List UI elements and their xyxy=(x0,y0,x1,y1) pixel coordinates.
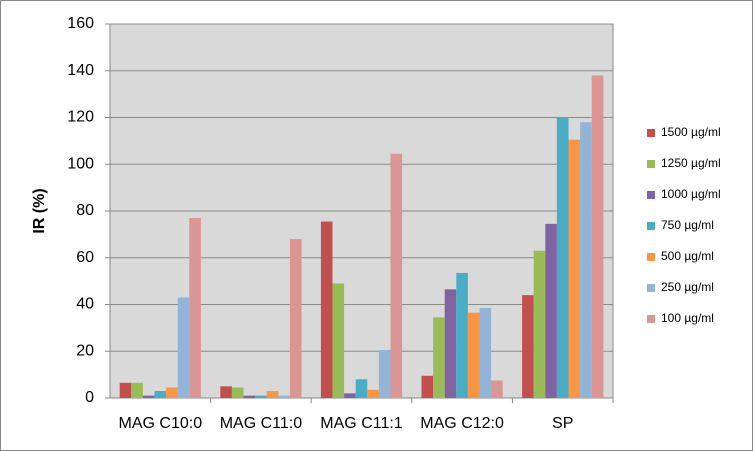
x-tick-label: MAG C10:0 xyxy=(119,415,203,432)
bar xyxy=(278,395,290,398)
bar xyxy=(545,223,557,398)
legend-swatch xyxy=(647,315,655,323)
bar xyxy=(266,390,279,398)
bar xyxy=(467,312,480,398)
bar xyxy=(444,289,457,398)
legend-swatch xyxy=(647,191,655,199)
y-tick-label: 160 xyxy=(67,15,94,32)
legend-swatch xyxy=(647,160,655,168)
legend-label: 1250 µg/ml xyxy=(661,156,721,170)
y-tick-label: 20 xyxy=(76,342,94,359)
bar xyxy=(344,393,356,398)
bar xyxy=(355,379,368,398)
bar xyxy=(421,375,434,398)
legend-swatch xyxy=(647,129,655,137)
legend-swatch xyxy=(647,284,655,292)
bar xyxy=(243,395,256,398)
bar xyxy=(320,221,333,398)
bar xyxy=(591,75,604,399)
bar xyxy=(189,218,201,398)
bar xyxy=(142,395,155,398)
x-tick-label: MAG C11:0 xyxy=(220,415,303,432)
y-tick-label: 0 xyxy=(85,389,94,406)
legend-swatch xyxy=(647,222,655,230)
bar xyxy=(332,283,345,398)
bar xyxy=(390,153,403,398)
y-tick-label: 120 xyxy=(67,109,94,126)
legend-label: 1000 µg/ml xyxy=(661,187,721,201)
bar xyxy=(177,297,190,398)
bar xyxy=(119,382,132,398)
bar xyxy=(367,389,379,398)
y-axis-label: IR (%) xyxy=(31,188,48,233)
bar xyxy=(255,395,267,398)
legend-label: 750 µg/ml xyxy=(661,218,714,232)
legend-swatch xyxy=(647,253,655,261)
bar xyxy=(556,117,569,398)
x-tick-label: SP xyxy=(552,415,573,432)
x-tick-label: MAG C12:0 xyxy=(420,415,504,432)
y-tick-label: 100 xyxy=(67,155,94,172)
legend-label: 500 µg/ml xyxy=(661,249,714,263)
bar xyxy=(433,317,445,398)
bar xyxy=(231,387,244,398)
bar xyxy=(522,295,534,398)
bar xyxy=(580,122,592,399)
bar xyxy=(491,380,503,398)
legend-label: 100 µg/ml xyxy=(661,311,714,325)
y-tick-label: 80 xyxy=(76,202,94,219)
bar xyxy=(568,139,581,399)
bar xyxy=(166,387,178,398)
bar xyxy=(289,239,302,398)
bar xyxy=(378,350,391,398)
bar xyxy=(533,250,546,398)
y-tick-label: 40 xyxy=(76,296,94,313)
bar xyxy=(220,386,232,398)
legend-label: 250 µg/ml xyxy=(661,280,714,294)
bar xyxy=(154,390,167,398)
x-tick-label: MAG C11:1 xyxy=(320,415,403,432)
legend-label: 1500 µg/ml xyxy=(661,125,721,139)
bar xyxy=(456,272,468,398)
bar xyxy=(479,308,492,398)
y-tick-label: 140 xyxy=(67,62,94,79)
bar xyxy=(131,382,143,398)
y-tick-label: 60 xyxy=(76,249,94,266)
